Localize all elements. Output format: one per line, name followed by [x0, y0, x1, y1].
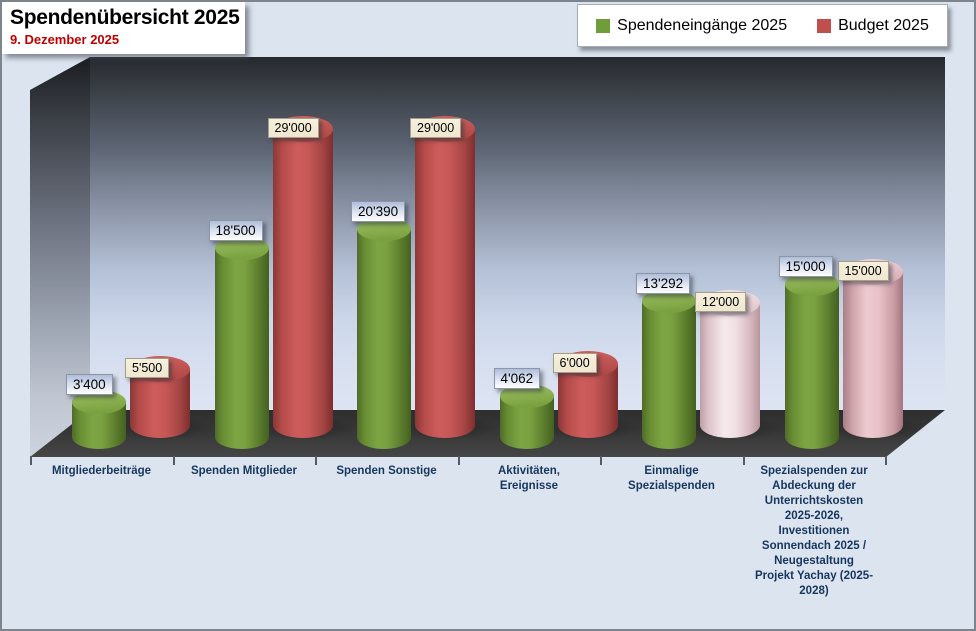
bar-budget-4: [700, 289, 760, 438]
bar-spendeneingaenge-0: [72, 390, 126, 449]
axis-tick: [742, 456, 745, 465]
axis-tick: [30, 456, 32, 465]
axis-tick: [885, 456, 887, 465]
chart-title: Spendenübersicht 2025: [10, 6, 240, 29]
bar-label-budget-3: 6'000: [552, 352, 597, 373]
cylinder-body: [784, 283, 839, 449]
axis-tick: [172, 456, 175, 465]
cylinder-body: [272, 129, 333, 438]
legend-swatch-red-icon: [817, 18, 832, 33]
bar-budget-2: [415, 116, 475, 438]
legend-item-spendeneingaenge: Spendeneingänge 2025: [596, 17, 787, 35]
bar-label-spendeneingaenge-2: 20'390: [351, 200, 406, 222]
bar-label-spendeneingaenge-4: 13'292: [636, 273, 691, 295]
bar-budget-5: [842, 258, 903, 438]
category-label-1: Spenden Mitglieder: [190, 465, 298, 477]
category-label-5: Spezialspenden zur Abdeckung der Unterri…: [754, 465, 874, 597]
title-box: Spendenübersicht 2025 9. Dezember 2025: [2, 2, 245, 54]
bar-spendeneingaenge-1: [214, 236, 269, 449]
bar-spendeneingaenge-5: [784, 271, 839, 449]
bar-label-budget-4: 12'000: [695, 291, 747, 312]
bar-spendeneingaenge-2: [357, 216, 411, 449]
category-label-4: Einmalige Spezialspenden: [628, 465, 715, 492]
bar-spendeneingaenge-3: [499, 383, 554, 449]
bar-label-budget-1: 29'000: [267, 118, 319, 138]
category-label-0: Mitgliederbeiträge: [51, 465, 152, 477]
axis-tick: [315, 456, 317, 465]
bar-label-spendeneingaenge-0: 3'400: [66, 374, 113, 396]
axis-tick: [457, 456, 460, 465]
cylinder-body: [842, 271, 903, 438]
legend-swatch-green-icon: [596, 18, 611, 33]
chart-date: 9. Dezember 2025: [10, 32, 120, 47]
category-label-3: Aktivitäten, Ereignisse: [498, 465, 560, 492]
category-label-2: Spenden Sonstige: [336, 465, 437, 477]
cylinder-body: [642, 301, 696, 449]
cylinder-body: [415, 129, 475, 438]
bar-label-spendeneingaenge-1: 18'500: [208, 220, 263, 242]
bar-label-budget-5: 15'000: [837, 260, 889, 281]
legend-label: Budget 2025: [838, 16, 929, 34]
bar-label-spendeneingaenge-5: 15'000: [778, 255, 833, 277]
cylinder-body: [357, 228, 411, 449]
bar-label-budget-2: 29'000: [410, 118, 462, 138]
bar-spendeneingaenge-4: [642, 289, 696, 449]
bar-budget-1: [272, 116, 333, 438]
legend: Spendeneingänge 2025 Budget 2025: [577, 4, 948, 47]
bar-label-budget-0: 5'500: [125, 357, 170, 378]
axis-tick: [600, 456, 602, 465]
legend-label: Spendeneingänge 2025: [617, 16, 788, 34]
bar-label-spendeneingaenge-3: 4'062: [493, 367, 541, 389]
cylinder-body: [214, 248, 269, 449]
cylinder-body: [700, 302, 760, 438]
legend-item-budget: Budget 2025: [817, 17, 929, 35]
